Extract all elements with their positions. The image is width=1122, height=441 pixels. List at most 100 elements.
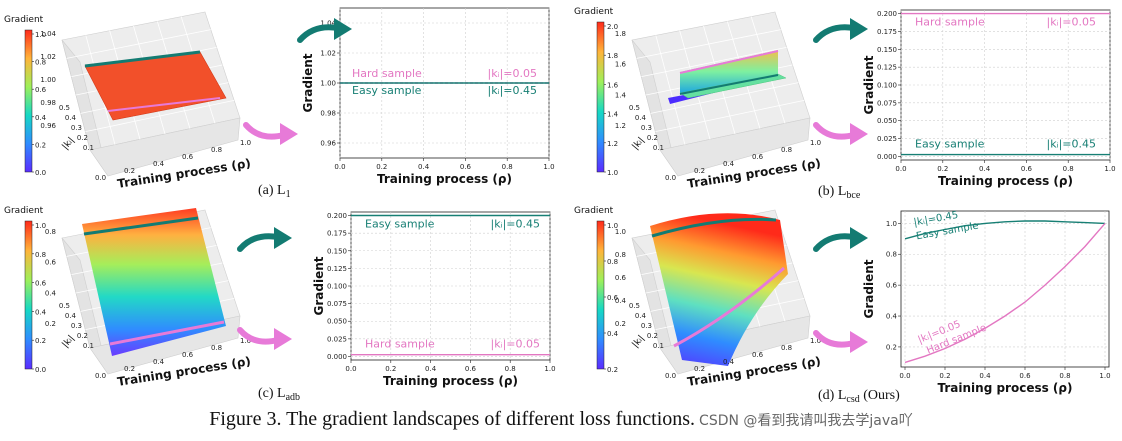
colorbar-tick-label: 1.0: [35, 222, 46, 230]
ki-axis-label: |kᵢ|: [631, 136, 647, 152]
easy-sample-line: [904, 220, 1106, 240]
y-tick-label: 0.6: [886, 282, 898, 290]
z-tick-label: 1.00: [40, 76, 56, 84]
arrow-shaft: [813, 24, 857, 43]
y-tick-label: 0.125: [877, 64, 897, 72]
x-axis-label: Training process (ρ): [938, 381, 1073, 395]
z-tick-label: 0.4: [615, 297, 627, 305]
colorbar-tick-label: 0.4: [35, 114, 47, 122]
curved-arrow-icon: [237, 227, 292, 252]
x-tick-label: 1.0: [240, 337, 251, 345]
y-tick-label: 0.150: [877, 46, 897, 54]
y-tick-label: 1.04: [320, 20, 336, 28]
x-tick-label: 0.0: [665, 372, 676, 380]
curved-arrow-icon: [813, 227, 868, 252]
surface: [84, 50, 227, 121]
x-tick-label: 1.0: [1099, 372, 1110, 380]
arrow-head: [274, 227, 292, 249]
panel-d-2d-plot: 0.0 0.2 0.4 0.6 0.8 1.0 0.2 0.4 0.6 0.8 1.0 Trainin…: [862, 210, 1111, 395]
colorbar: [596, 21, 605, 173]
x-tick-label: 0.4: [979, 372, 991, 380]
figure-caption: Figure 3. The gradient landscapes of dif…: [0, 408, 1122, 431]
colorbar: [596, 220, 605, 370]
z-tick-label: 0.6: [615, 274, 627, 282]
subfigure-caption-b: (b) Lbce: [818, 184, 861, 201]
z-tick-label: 1.8: [615, 30, 626, 38]
z-tick-label: 0.96: [40, 122, 56, 130]
colorbar-tick-label: 0.2: [35, 337, 46, 345]
surface: [668, 50, 787, 104]
hard-sample-curve: [673, 266, 785, 348]
arrow-shaft: [813, 122, 857, 140]
x-tick-label: 0.6: [1019, 372, 1031, 380]
subfigure-caption-d: (d) Lcsd (Ours): [818, 388, 900, 405]
ki-tick-label: 0.5: [629, 302, 640, 310]
x-tick-label: 0.4: [153, 160, 165, 168]
y-tick-label: 0.96: [320, 140, 336, 148]
arrow-head: [334, 18, 352, 40]
x-tick-label: 0.2: [124, 167, 135, 175]
colorbar-tick-label: 1.2: [607, 140, 618, 148]
series-name-label: Hard sample: [352, 67, 422, 80]
x-tick-label: 1.0: [1104, 165, 1115, 173]
curved-arrow-icon: [813, 18, 868, 43]
ki-tick-label: 0.5: [59, 104, 70, 112]
x-tick-label: 0.2: [937, 165, 948, 173]
ki-tick-label: 0.4: [65, 312, 77, 320]
x-tick-label: 0.8: [211, 344, 222, 352]
series-ki-label: |kᵢ|=0.05: [1047, 16, 1096, 29]
y-tick-label: 0.200: [327, 212, 347, 220]
watermark: CSDN @看到我请叫我去学java吖: [699, 413, 913, 429]
caption-text: Figure 3. The gradient landscapes of dif…: [209, 408, 696, 430]
easy-sample-curve: [679, 74, 779, 95]
x-tick-label: 0.0: [895, 165, 906, 173]
colorbar-tick-label: 0.0: [35, 366, 46, 374]
ki-axis-label: |kᵢ|: [631, 334, 647, 350]
y-tick-label: 0.2: [886, 343, 897, 351]
x-tick-label: 0.4: [418, 163, 430, 171]
colorbar-tick-label: 0.6: [607, 294, 619, 302]
z-tick-label: 1.02: [40, 53, 56, 61]
ki-tick-label: 0.4: [635, 312, 647, 320]
z-tick-label: 0.8: [45, 228, 56, 236]
z-tick-label: 0.4: [45, 289, 57, 297]
x-tick-label: 0.6: [1021, 165, 1033, 173]
easy-sample-curve: [651, 217, 777, 238]
curved-arrow-icon: [243, 122, 298, 145]
x-tick-label: 0.4: [425, 365, 437, 373]
x-tick-label: 1.0: [544, 365, 555, 373]
x-tick-label: 0.6: [182, 153, 194, 161]
colorbar-tick-label: 1.0: [607, 222, 618, 230]
curved-arrow-icon: [237, 327, 292, 350]
x-tick-label: 0.0: [95, 372, 106, 380]
colorbar-tick-label: 0.4: [607, 330, 619, 338]
x-tick-label: 0.2: [385, 365, 396, 373]
y-axis-label: Gradient: [312, 256, 326, 315]
z-tick-label: 0.8: [615, 251, 626, 259]
ki-tick-label: 0.2: [77, 332, 88, 340]
x-tick-label: 0.4: [153, 358, 165, 366]
x-tick-label: 0.6: [752, 351, 764, 359]
y-tick-label: 0.175: [327, 230, 347, 238]
y-tick-label: 0.075: [327, 300, 347, 308]
colorbar-tick-label: 0.8: [607, 258, 618, 266]
ki-axis-label: |kᵢ|: [61, 334, 77, 350]
arrow-head: [274, 328, 292, 350]
arrow-shaft: [297, 24, 341, 43]
y-axis-label: Gradient: [301, 53, 315, 112]
surface: [82, 208, 226, 356]
z-tick-label: 0.6: [45, 259, 57, 267]
y-tick-label: 0.075: [877, 99, 897, 107]
colorbar-title: Gradient: [4, 15, 44, 25]
colorbar-tick-label: 1.4: [607, 111, 619, 119]
x-tick-label: 0.4: [723, 358, 735, 366]
x-tick-label: 0.2: [376, 163, 387, 171]
x-tick-label: 1.0: [240, 139, 251, 147]
arrow-shaft: [813, 233, 857, 252]
ki-tick-label: 0.5: [629, 104, 640, 112]
x-tick-label: 0.6: [465, 365, 477, 373]
x-tick-label: 0.0: [334, 163, 345, 171]
z-tick-label: 0.2: [45, 320, 56, 328]
x-tick-label: 0.2: [694, 365, 705, 373]
